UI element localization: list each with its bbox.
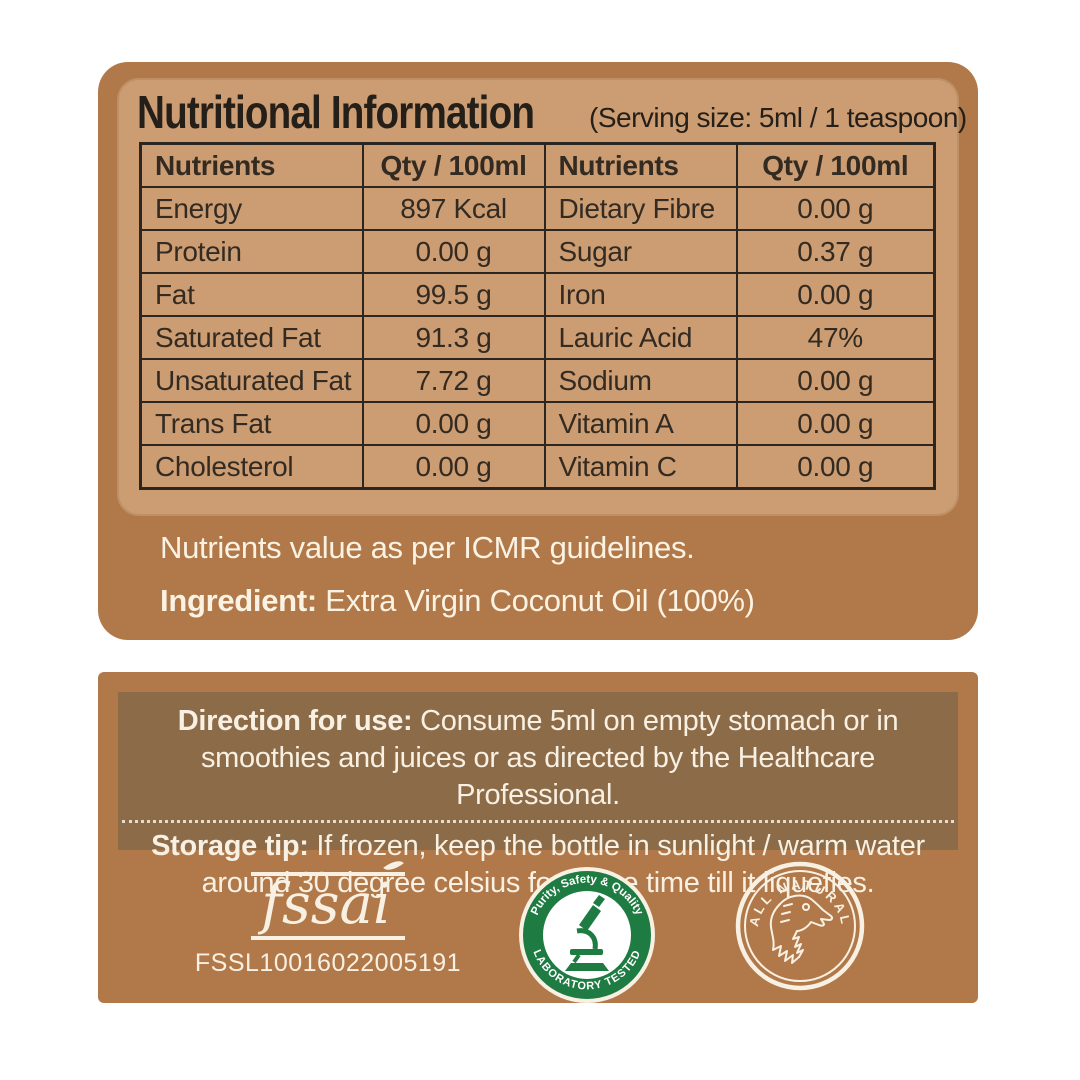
table-row: Protein 0.00 g Sugar 0.37 g xyxy=(139,229,936,274)
nutrient-qty-cell: 0.00 g xyxy=(361,444,546,490)
nutrient-name-cell: Sodium xyxy=(543,358,738,403)
badge-inner-circle xyxy=(744,870,856,982)
header-nutrients-right: Nutrients xyxy=(543,142,738,188)
nutrition-card: Nutritional Information (Serving size: 5… xyxy=(98,62,978,640)
nutrient-name-cell: Energy xyxy=(139,186,364,231)
badge-inner-circle xyxy=(543,891,631,979)
all-natural-text: ALL NATURAL xyxy=(746,877,851,928)
header-qty-left: Qty / 100ml xyxy=(361,142,546,188)
ingredient-label: Ingredient: xyxy=(160,583,317,618)
nutrient-name-cell: Dietary Fibre xyxy=(543,186,738,231)
direction-text: Consume 5ml on empty stomach or in smoot… xyxy=(200,705,899,811)
nutrient-qty-cell: 7.72 g xyxy=(361,358,546,403)
nutrient-qty-cell: 0.00 g xyxy=(361,401,546,446)
nutrient-qty-cell: 0.00 g xyxy=(735,358,936,403)
nutrient-qty-cell: 91.3 g xyxy=(361,315,546,360)
nutrient-name-cell: Lauric Acid xyxy=(543,315,738,360)
fssai-license-number: FSSL10016022005191 xyxy=(194,949,462,977)
nutrient-qty-cell: 0.00 g xyxy=(735,186,936,231)
usage-panel: Direction for use: Consume 5ml on empty … xyxy=(118,692,958,899)
all-natural-badge: ALL NATURAL xyxy=(735,861,865,991)
header-nutrients-left: Nutrients xyxy=(139,142,364,188)
nutrient-qty-cell: 47% xyxy=(735,315,936,360)
usage-card: Direction for use: Consume 5ml on empty … xyxy=(98,672,978,1003)
nutrient-name-cell: Cholesterol xyxy=(139,444,364,490)
table-row: Fat 99.5 g Iron 0.00 g xyxy=(139,272,936,317)
direction-paragraph: Direction for use: Consume 5ml on empty … xyxy=(143,692,933,814)
nutrient-name-cell: Unsaturated Fat xyxy=(139,358,364,403)
ingredient-line: Ingredient: Extra Virgin Coconut Oil (10… xyxy=(160,583,755,619)
fssai-wordmark-text: fssai xyxy=(261,872,391,937)
table-header-row: Nutrients Qty / 100ml Nutrients Qty / 10… xyxy=(139,142,936,188)
direction-label: Direction for use: xyxy=(177,705,413,737)
nutrient-name-cell: Protein xyxy=(139,229,364,274)
svg-text:ALL NATURAL: ALL NATURAL xyxy=(746,877,854,928)
page-title: Nutritional Information xyxy=(137,86,535,138)
table-row: Energy 897 Kcal Dietary Fibre 0.00 g xyxy=(139,186,936,231)
nutrient-qty-cell: 0.00 g xyxy=(735,444,936,490)
storage-label: Storage tip: xyxy=(151,830,309,862)
nutrient-qty-cell: 0.00 g xyxy=(361,229,546,274)
serving-size-text: (Serving size: 5ml / 1 teaspoon) xyxy=(589,102,967,133)
nutrient-name-cell: Vitamin A xyxy=(543,401,738,446)
storage-paragraph: Storage tip: If frozen, keep the bottle … xyxy=(143,828,933,902)
nutrient-qty-cell: 897 Kcal xyxy=(361,186,546,231)
laboratory-tested-badge: Purity, Safety & Quality LABORATORY TEST… xyxy=(519,867,655,1003)
nutrient-name-cell: Trans Fat xyxy=(139,401,364,446)
header-qty-right: Qty / 100ml xyxy=(735,142,936,188)
badge-outer-circle xyxy=(735,861,865,991)
nutrient-name-cell: Vitamin C xyxy=(543,444,738,490)
nutrient-name-cell: Sugar xyxy=(543,229,738,274)
nutrition-panel: Nutritional Information (Serving size: 5… xyxy=(117,78,967,516)
fssai-block: fssai FSSL10016022005191 xyxy=(168,856,488,978)
fssai-logo: fssai xyxy=(251,856,405,940)
table-row: Unsaturated Fat 7.72 g Sodium 0.00 g xyxy=(139,358,936,403)
microscope-icon xyxy=(565,895,609,971)
dotted-divider xyxy=(122,820,954,823)
nutrient-name-cell: Iron xyxy=(543,272,738,317)
nutrient-name-cell: Fat xyxy=(139,272,364,317)
nutrient-name-cell: Saturated Fat xyxy=(139,315,364,360)
nutrient-qty-cell: 99.5 g xyxy=(361,272,546,317)
table-row: Trans Fat 0.00 g Vitamin A 0.00 g xyxy=(139,401,936,446)
icmr-note: Nutrients value as per ICMR guidelines. xyxy=(160,530,695,565)
table-row: Saturated Fat 91.3 g Lauric Acid 47% xyxy=(139,315,936,360)
nutrient-qty-cell: 0.00 g xyxy=(735,272,936,317)
nutrient-qty-cell: 0.00 g xyxy=(735,401,936,446)
table-row: Cholesterol 0.00 g Vitamin C 0.00 g xyxy=(139,444,936,490)
nutrition-table: Nutrients Qty / 100ml Nutrients Qty / 10… xyxy=(139,142,936,490)
eagle-icon xyxy=(769,894,834,964)
title-row: Nutritional Information (Serving size: 5… xyxy=(137,86,967,138)
storage-text: If frozen, keep the bottle in sunlight /… xyxy=(201,830,926,899)
nutrient-qty-cell: 0.37 g xyxy=(735,229,936,274)
ingredient-value: Extra Virgin Coconut Oil (100%) xyxy=(316,583,755,618)
